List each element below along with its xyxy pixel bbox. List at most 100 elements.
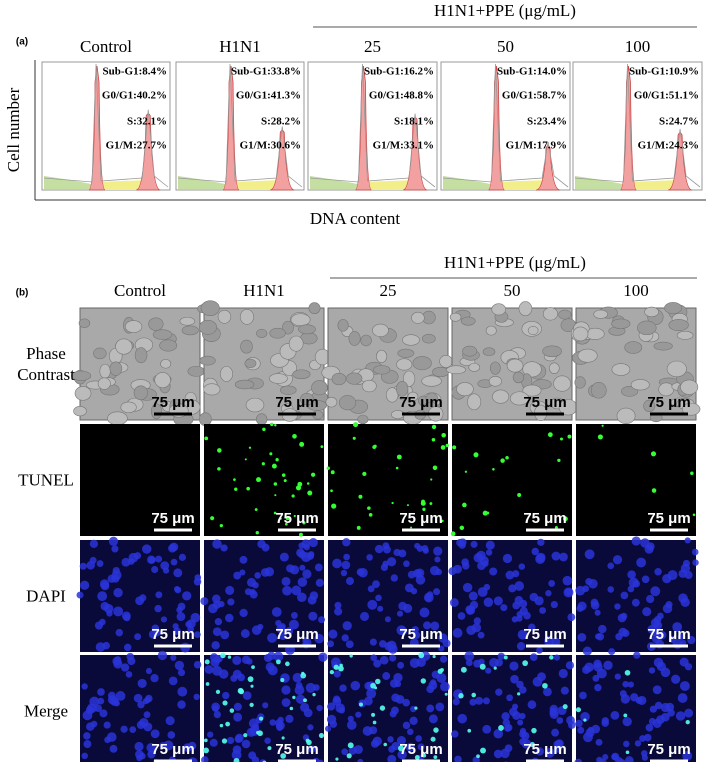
- apoptotic-cell: [398, 745, 404, 752]
- phase-stat: G0/G1:48.8%: [369, 90, 434, 102]
- apoptotic-cell: [305, 738, 310, 743]
- nucleus: [391, 742, 400, 751]
- nucleus: [121, 611, 131, 621]
- apoptotic-cell: [597, 434, 603, 440]
- nucleus: [173, 568, 183, 578]
- nucleus: [415, 735, 422, 742]
- nucleus: [449, 598, 459, 607]
- nucleus: [608, 648, 616, 656]
- nucleus: [527, 700, 537, 709]
- nucleus: [212, 627, 222, 637]
- apoptotic-cell: [257, 730, 263, 737]
- apoptotic-cell: [396, 454, 402, 460]
- apoptotic-cell: [359, 702, 363, 707]
- apoptotic-cell: [281, 736, 285, 740]
- nucleus: [462, 582, 473, 593]
- s-region: [628, 180, 681, 190]
- nucleus: [110, 697, 119, 706]
- cell: [468, 362, 481, 372]
- scale-bar-label: 75 μm: [275, 741, 318, 758]
- apoptotic-cell: [233, 478, 236, 481]
- nucleus: [646, 594, 655, 604]
- cell: [338, 395, 357, 411]
- apoptotic-cell: [205, 682, 210, 686]
- cell: [73, 405, 87, 417]
- nucleus: [180, 642, 191, 653]
- nucleus: [333, 670, 341, 678]
- apoptotic-cell: [204, 436, 209, 441]
- apoptotic-cell: [517, 692, 521, 696]
- nucleus: [430, 621, 440, 631]
- nucleus: [341, 634, 349, 642]
- micrograph: [574, 651, 696, 762]
- nucleus: [151, 566, 159, 574]
- nucleus: [384, 616, 391, 623]
- image-background: [576, 540, 696, 652]
- nucleus: [169, 542, 179, 552]
- apoptotic-cell: [310, 472, 316, 477]
- nucleus: [307, 595, 317, 605]
- nucleus: [521, 731, 530, 741]
- cell: [666, 360, 687, 378]
- nucleus: [241, 655, 251, 665]
- apoptotic-cell: [372, 720, 377, 725]
- nucleus: [374, 544, 384, 554]
- nucleus: [528, 623, 536, 631]
- cell: [203, 383, 221, 396]
- nucleus: [96, 560, 104, 567]
- nucleus: [100, 581, 110, 591]
- nucleus: [652, 718, 662, 728]
- nucleus: [497, 652, 505, 660]
- apoptotic-cell: [318, 733, 324, 739]
- nucleus: [577, 601, 587, 611]
- nucleus: [307, 724, 314, 731]
- nucleus: [369, 638, 377, 646]
- nucleus: [162, 567, 170, 574]
- nucleus: [435, 702, 445, 712]
- apoptotic-cell: [542, 682, 548, 689]
- nucleus: [241, 739, 251, 749]
- micrograph: [448, 538, 576, 654]
- nucleus: [559, 552, 568, 562]
- nucleus: [86, 722, 95, 731]
- nucleus: [275, 620, 282, 627]
- nucleus: [430, 565, 440, 576]
- nucleus: [145, 694, 153, 703]
- nucleus: [433, 588, 441, 596]
- nucleus: [281, 685, 291, 695]
- apoptotic-cell: [221, 738, 228, 744]
- nucleus: [691, 548, 699, 556]
- nucleus: [120, 725, 128, 733]
- nucleus: [167, 731, 176, 739]
- nucleus: [313, 684, 320, 691]
- nucleus: [549, 704, 558, 713]
- apoptotic-cell: [685, 719, 690, 725]
- scale-bar-label: 75 μm: [399, 626, 442, 643]
- cell: [220, 366, 233, 382]
- nucleus: [370, 654, 378, 662]
- nucleus: [614, 673, 621, 680]
- cell: [337, 319, 349, 332]
- apoptotic-cell: [215, 689, 221, 694]
- apoptotic-cell: [251, 665, 255, 669]
- cell: [269, 327, 286, 339]
- nucleus: [275, 721, 285, 731]
- apoptotic-cell: [473, 452, 479, 458]
- nucleus: [657, 630, 667, 640]
- cell: [432, 366, 450, 378]
- apoptotic-cell: [271, 463, 277, 469]
- nucleus: [684, 663, 693, 671]
- apoptotic-cell: [281, 473, 286, 477]
- nucleus: [212, 539, 222, 549]
- nucleus: [545, 590, 552, 597]
- apoptotic-cell: [450, 531, 456, 537]
- cell: [553, 375, 572, 392]
- nucleus: [529, 653, 538, 661]
- cell: [542, 345, 562, 358]
- nucleus: [577, 632, 587, 642]
- cell: [621, 385, 639, 397]
- nucleus: [235, 733, 244, 743]
- apoptotic-cell: [329, 669, 335, 675]
- apoptotic-cell: [458, 693, 464, 699]
- nucleus: [641, 575, 650, 584]
